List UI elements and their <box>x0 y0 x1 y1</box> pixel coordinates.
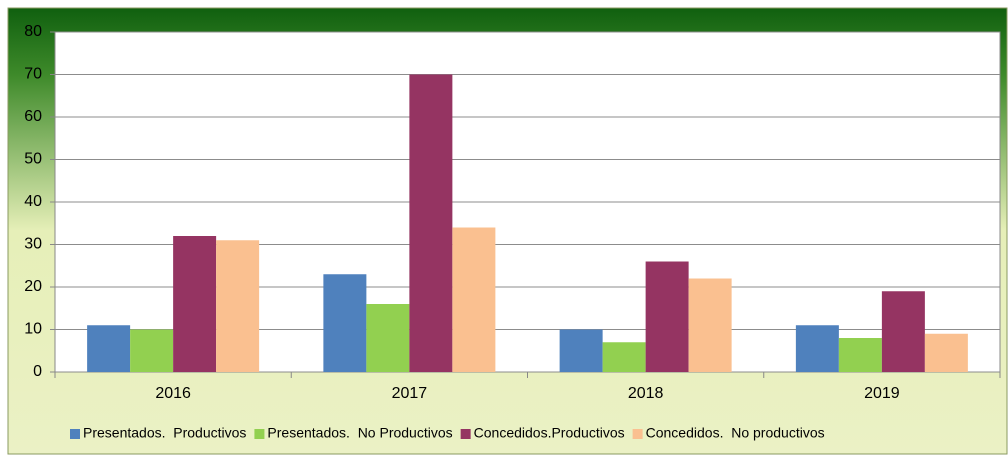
y-tick-label: 10 <box>24 321 42 338</box>
y-tick-label: 60 <box>24 108 42 125</box>
bar <box>645 261 689 372</box>
bar <box>559 329 603 372</box>
y-tick-label: 50 <box>24 151 42 168</box>
bar <box>216 240 260 372</box>
y-tick-label: 70 <box>24 66 42 83</box>
bar <box>87 325 131 372</box>
bar <box>323 274 367 372</box>
x-tick-label: 2016 <box>155 385 191 402</box>
bar <box>838 338 882 372</box>
y-tick-label: 30 <box>24 236 42 253</box>
legend-label: Presentados. No Productivos <box>267 425 452 441</box>
legend-label: Concedidos. No productivos <box>646 425 825 441</box>
y-tick-label: 20 <box>24 278 42 295</box>
bar <box>452 227 496 372</box>
legend-swatch <box>70 429 80 439</box>
legend-label: Presentados. Productivos <box>83 425 246 441</box>
bar <box>130 329 174 372</box>
bar <box>795 325 839 372</box>
bar <box>602 342 646 372</box>
legend-swatch <box>632 429 643 439</box>
y-tick-label: 0 <box>33 363 42 380</box>
bar <box>924 333 968 372</box>
bar <box>688 278 732 372</box>
bar <box>366 304 410 372</box>
y-tick-label: 80 <box>24 23 42 40</box>
legend-label: Concedidos.Productivos <box>474 425 625 441</box>
bar <box>173 236 217 372</box>
x-tick-label: 2019 <box>864 385 900 402</box>
x-tick-label: 2018 <box>628 385 664 402</box>
legend-swatch <box>460 429 471 439</box>
x-tick-label: 2017 <box>392 385 428 402</box>
y-tick-label: 40 <box>24 193 42 210</box>
bar <box>409 74 453 372</box>
legend-swatch <box>254 429 265 439</box>
bar <box>881 291 925 372</box>
